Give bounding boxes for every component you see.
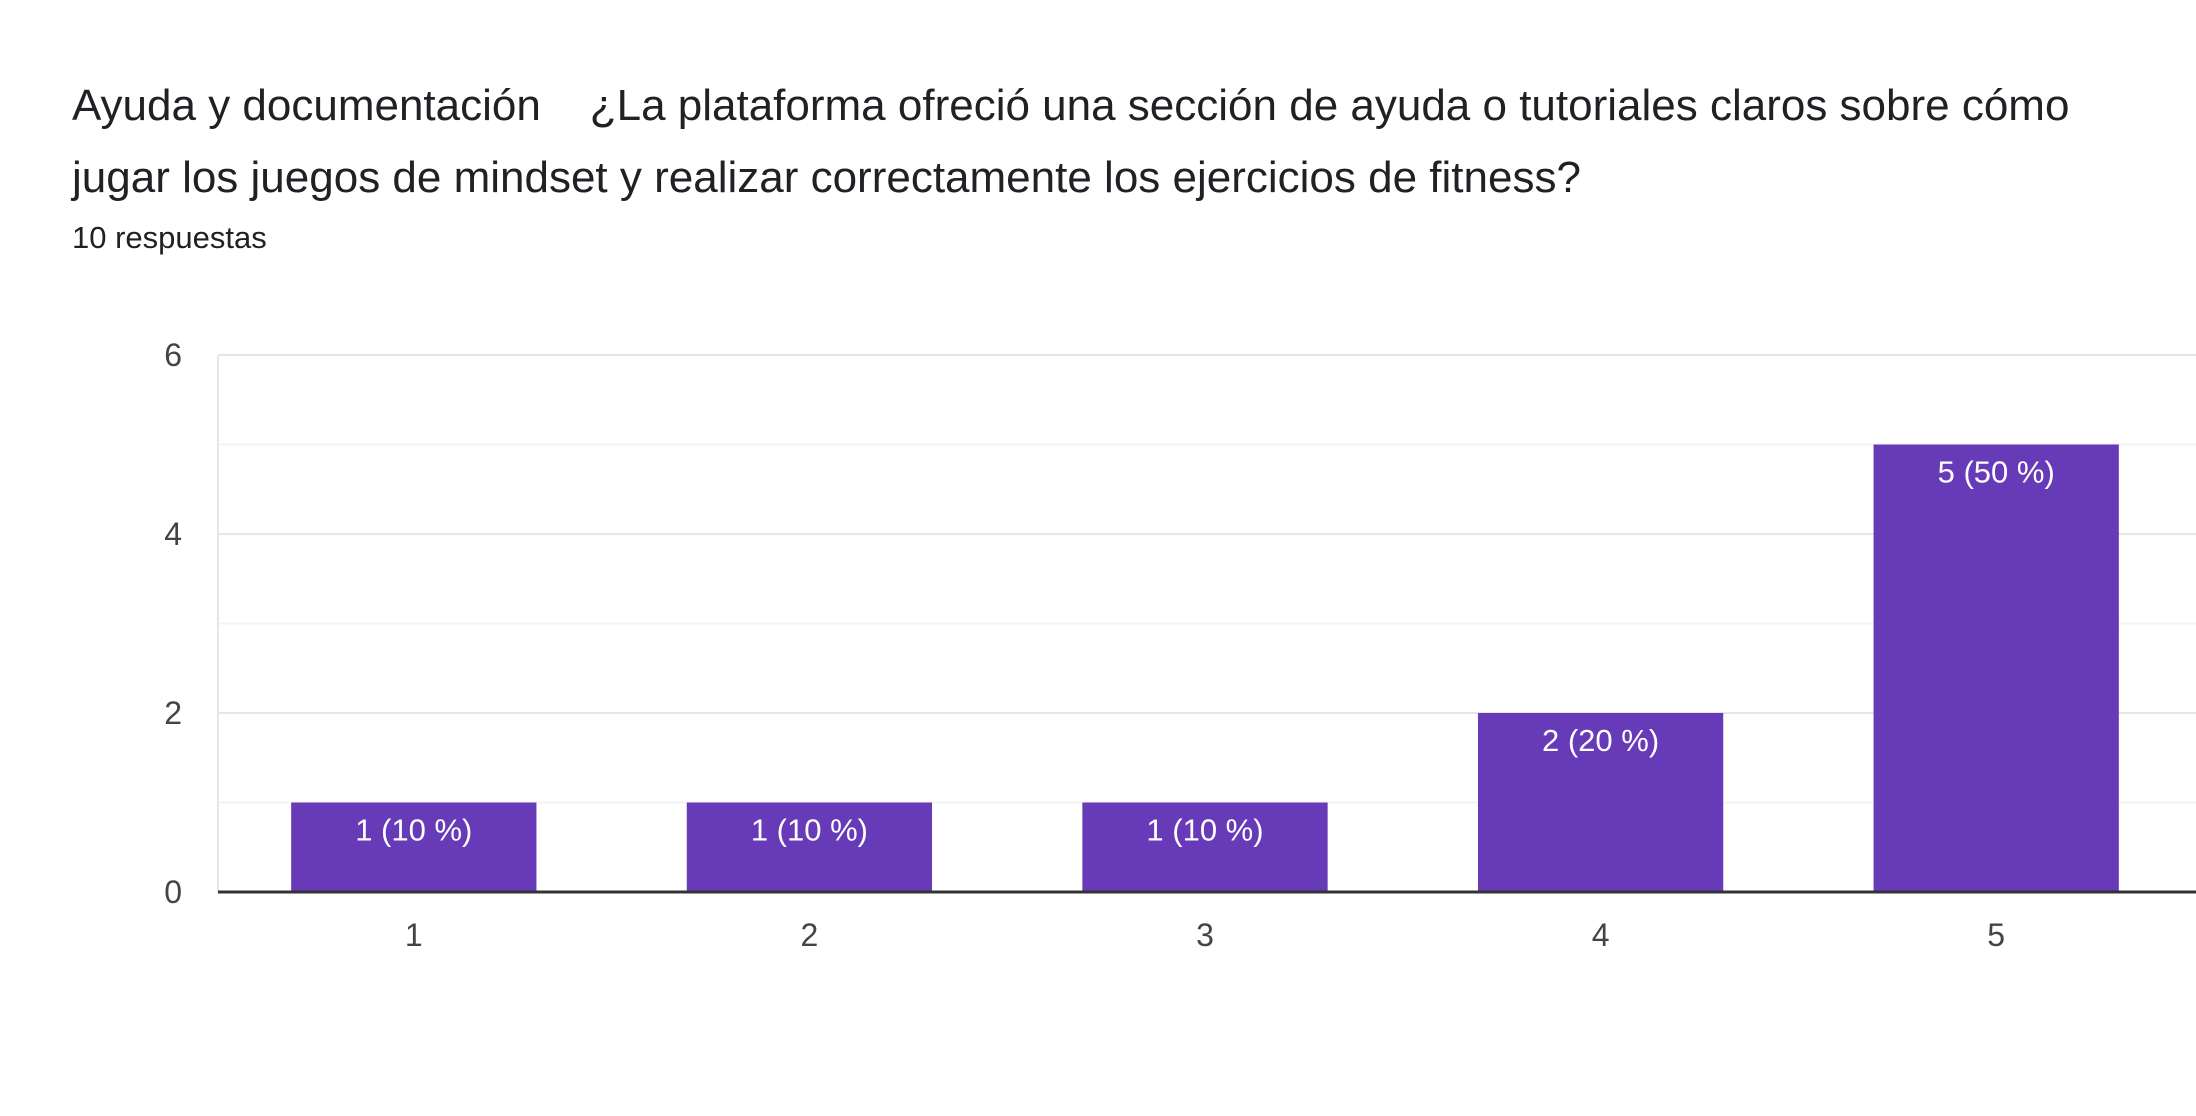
y-tick-label: 2 (164, 695, 182, 731)
data-label-5: 5 (50 %) (1938, 455, 2055, 490)
data-label-1: 1 (10 %) (355, 813, 472, 848)
response-count: 10 respuestas (72, 220, 267, 255)
x-tick-label: 4 (1592, 917, 1610, 953)
data-label-4: 2 (20 %) (1542, 723, 1659, 758)
labels: 1 (10 %) 1 1 (10 %) 2 1 (10 %) 3 2 (20 %) 4 5 (5… (164, 337, 2055, 953)
chart-title: Ayuda y documentación ¿La plataforma ofr… (72, 81, 2082, 202)
data-label-3: 1 (10 %) (1146, 813, 1263, 848)
bar-2 (686, 802, 933, 892)
x-tick-label: 2 (801, 917, 819, 953)
x-tick-label: 3 (1196, 917, 1214, 953)
bar-5 (1873, 444, 2119, 892)
bars (291, 444, 2119, 892)
x-tick-label: 1 (405, 917, 423, 953)
data-label-2: 1 (10 %) (751, 813, 868, 848)
y-tick-label: 4 (164, 516, 182, 552)
x-tick-label: 5 (1987, 917, 2005, 953)
bar-1 (291, 802, 537, 892)
bar-3 (1082, 802, 1328, 892)
bar-4 (1477, 713, 1724, 892)
y-tick-label: 6 (164, 337, 182, 373)
y-tick-label: 0 (164, 874, 182, 910)
chart-header: Ayuda y documentación ¿La plataforma ofr… (72, 70, 2142, 256)
